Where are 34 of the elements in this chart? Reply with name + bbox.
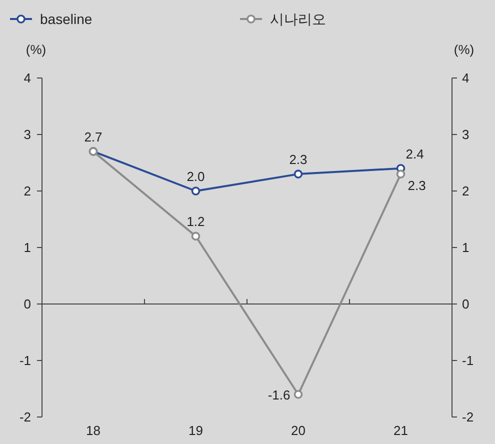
legend-label: baseline bbox=[40, 11, 92, 27]
legend-label: 시나리오 bbox=[270, 11, 326, 27]
y2-tick-label: 4 bbox=[462, 70, 470, 86]
point bbox=[294, 390, 303, 399]
y-tick-label: -1 bbox=[19, 353, 31, 368]
y-tick-label: 3 bbox=[24, 127, 31, 142]
point bbox=[191, 186, 200, 196]
data-label: 2.3 bbox=[408, 178, 426, 194]
y2-tick-label: -2 bbox=[462, 410, 474, 424]
y2-axis-title: (%) bbox=[454, 42, 474, 57]
data-label: 2.3 bbox=[289, 152, 308, 168]
data-label: -1.6 bbox=[268, 387, 290, 402]
x-tick-label: 19 bbox=[188, 423, 203, 438]
x-tick-label: 20 bbox=[291, 423, 306, 438]
point bbox=[191, 232, 200, 241]
y2-tick-label: 0 bbox=[462, 296, 470, 312]
x-tick-label: 18 bbox=[86, 423, 100, 438]
y-tick-label: 0 bbox=[24, 296, 31, 312]
y2-tick-label: -1 bbox=[462, 353, 474, 368]
y-tick-label: 2 bbox=[24, 184, 31, 198]
point bbox=[294, 170, 303, 178]
data-label: 2.7 bbox=[84, 129, 102, 144]
y-tick-label: 1 bbox=[24, 240, 31, 255]
data-label: 2.0 bbox=[186, 169, 205, 184]
y2-tick-label: 3 bbox=[462, 127, 470, 142]
x-tick-label: 21 bbox=[394, 423, 408, 438]
data-label: 1.2 bbox=[186, 214, 205, 230]
data-label: 2.4 bbox=[406, 146, 424, 162]
y2-tick-label: 2 bbox=[462, 184, 470, 198]
y-axis-title: (%) bbox=[26, 42, 46, 57]
y-tick-label: 4 bbox=[24, 70, 31, 86]
point bbox=[396, 170, 406, 178]
y-tick-label: -2 bbox=[19, 410, 31, 424]
y2-tick-label: 1 bbox=[462, 240, 470, 255]
